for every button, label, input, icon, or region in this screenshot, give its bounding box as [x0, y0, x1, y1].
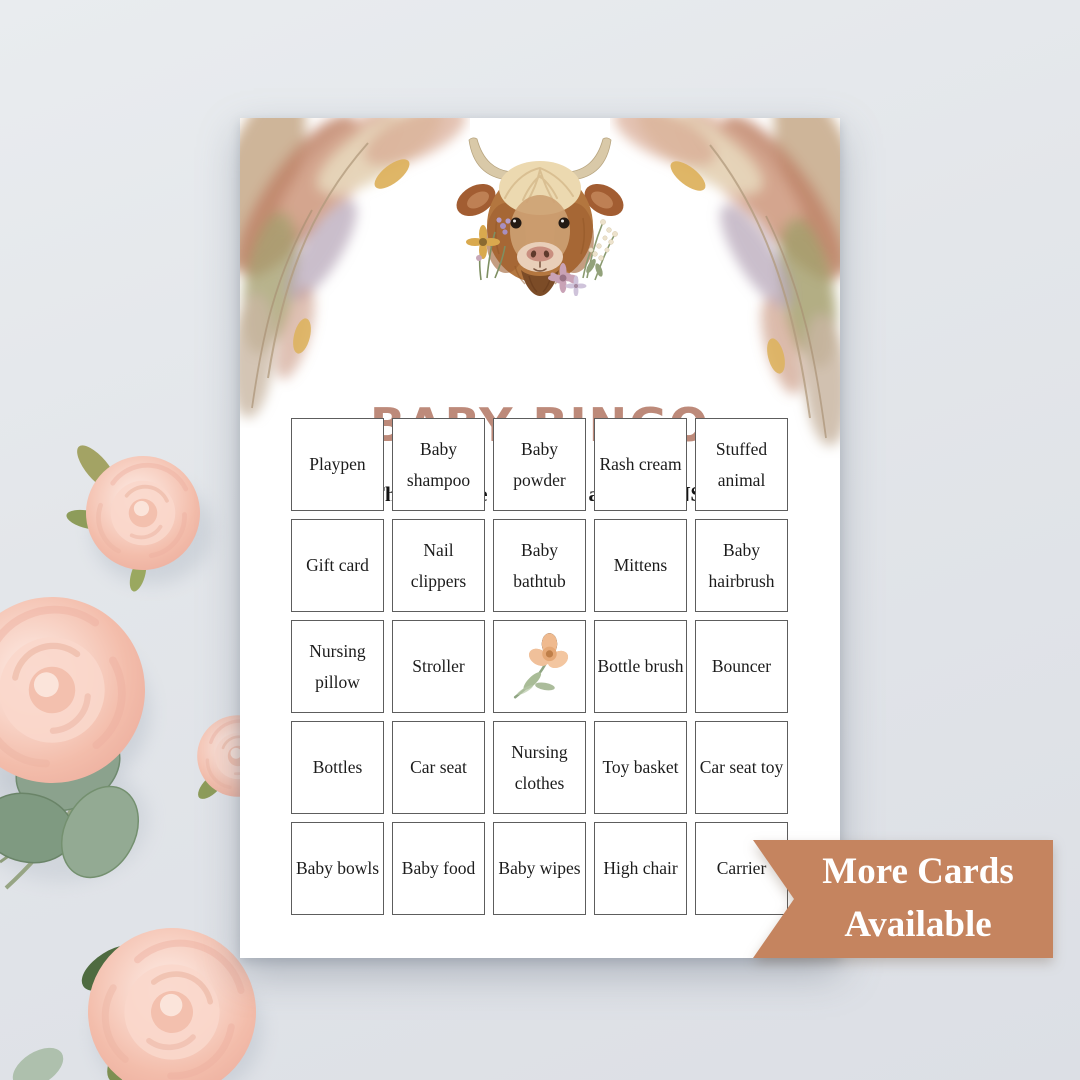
bingo-cell: Mittens	[594, 519, 687, 612]
bingo-cell: Nail clippers	[392, 519, 485, 612]
cell-text: Car seat toy	[699, 757, 784, 778]
cell-text: Toy basket	[602, 757, 679, 778]
cell-text: Mittens	[613, 555, 668, 576]
banner-line-2: Available	[844, 904, 992, 945]
bingo-cell: Baby bathtub	[493, 519, 586, 612]
pink-rose-icon	[57, 897, 286, 1080]
more-cards-banner: More Cards Available	[753, 840, 1053, 958]
bingo-cell: Nursing clothes	[493, 721, 586, 814]
cell-text: Nursing pillow	[309, 640, 366, 692]
cell-text: Playpen	[309, 454, 366, 475]
bingo-cell: Bottles	[291, 721, 384, 814]
bingo-cell: Baby powder	[493, 418, 586, 511]
bingo-grid: Playpen Baby shampoo Baby powder Rash cr…	[291, 418, 788, 915]
cell-text: Car seat	[410, 757, 467, 778]
bingo-cell: Rash cream	[594, 418, 687, 511]
banner-line-1: More Cards	[822, 851, 1014, 893]
bingo-cell: Baby wipes	[493, 822, 586, 915]
pink-rose-icon	[195, 713, 281, 799]
banner-ribbon: More Cards Available	[753, 840, 1053, 958]
bingo-cell: Baby bowls	[291, 822, 384, 915]
bingo-cell: Stroller	[392, 620, 485, 713]
bingo-cell: Stuffed animal	[695, 418, 788, 511]
highland-cow-with-wildflowers-icon	[456, 137, 624, 296]
cell-text: Nail clippers	[410, 539, 467, 591]
bingo-cell: Toy basket	[594, 721, 687, 814]
bingo-cell-free-space	[493, 620, 586, 713]
cell-text: Baby hairbrush	[708, 539, 775, 591]
bingo-cell: Bottle brush	[594, 620, 687, 713]
bingo-cell: Baby food	[392, 822, 485, 915]
cell-text: Baby bathtub	[513, 539, 566, 591]
pink-rose-icon	[0, 582, 160, 797]
cell-text: Bottle brush	[597, 656, 684, 677]
bingo-cell: Baby shampoo	[392, 418, 485, 511]
bingo-cell: Bouncer	[695, 620, 788, 713]
cell-text: Gift card	[306, 555, 369, 576]
eucalyptus-leaves-icon	[12, 1047, 64, 1080]
bingo-cell: Car seat	[392, 721, 485, 814]
cell-text: Bouncer	[711, 656, 772, 677]
cell-text: Stroller	[412, 656, 465, 677]
flower-icon	[513, 632, 568, 699]
bingo-cell: Carrier	[695, 822, 788, 915]
bingo-cell: Baby hairbrush	[695, 519, 788, 612]
cell-text: Baby wipes	[498, 858, 581, 879]
cell-text: Baby shampoo	[406, 438, 471, 490]
cell-text: Carrier	[716, 858, 767, 879]
cell-text: Baby food	[401, 858, 476, 879]
cell-text: Bottles	[312, 757, 363, 778]
cell-text: Nursing clothes	[511, 741, 568, 793]
cell-text: High chair	[603, 858, 678, 879]
cell-text: Baby powder	[513, 438, 566, 490]
bingo-cell: Gift card	[291, 519, 384, 612]
bingo-cell: Nursing pillow	[291, 620, 384, 713]
bingo-card: BABY BINGO The first one to get 5 in a r…	[240, 118, 840, 958]
cell-text: Baby bowls	[295, 858, 380, 879]
pink-rose-icon	[66, 439, 215, 592]
cell-text: Rash cream	[599, 454, 682, 475]
cell-text: Stuffed animal	[715, 438, 768, 490]
bingo-cell: Playpen	[291, 418, 384, 511]
bingo-cell: High chair	[594, 822, 687, 915]
pampas-grass-watercolor-icon	[240, 118, 467, 418]
bingo-cell: Car seat toy	[695, 721, 788, 814]
